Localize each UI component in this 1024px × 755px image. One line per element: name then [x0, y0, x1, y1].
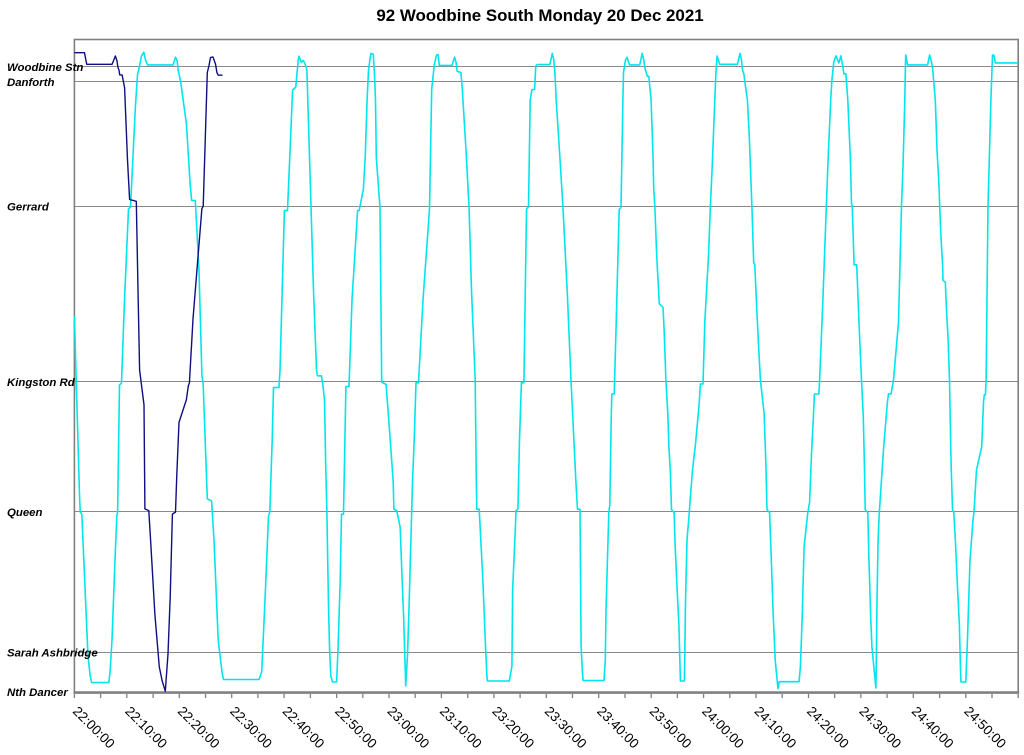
svg-text:Woodbine Stn: Woodbine Stn: [7, 62, 83, 74]
svg-text:Gerrard: Gerrard: [7, 201, 50, 213]
svg-text:Danforth: Danforth: [7, 77, 54, 89]
svg-text:Sarah Ashbridge: Sarah Ashbridge: [7, 647, 98, 659]
svg-text:Queen: Queen: [7, 507, 42, 519]
svg-text:Nth Dancer: Nth Dancer: [7, 687, 68, 699]
svg-text:92 Woodbine South Monday 20 De: 92 Woodbine South Monday 20 Dec 2021: [376, 6, 703, 25]
svg-text:Kingston Rd: Kingston Rd: [7, 377, 76, 389]
